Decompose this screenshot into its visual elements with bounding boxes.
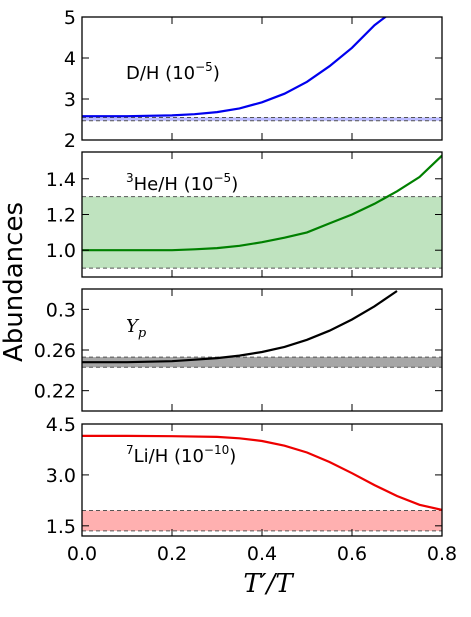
- observed-band: [82, 510, 442, 531]
- y-tick-label: 4: [64, 48, 76, 70]
- label-sup: 3: [126, 171, 134, 185]
- observed-band: [82, 196, 442, 269]
- panel-label: Yp: [126, 316, 147, 341]
- x-tick-label: 0.8: [427, 543, 457, 565]
- y-tick-label: 2: [64, 130, 76, 152]
- series-line: [82, 17, 388, 118]
- panel-3: 0.22 0.26 0.3 Yp: [34, 288, 443, 412]
- label-close: ): [229, 446, 236, 467]
- label-exp: −5: [195, 60, 213, 74]
- y-tick-label: 1.5: [46, 516, 76, 538]
- label-exp: −5: [214, 171, 232, 185]
- label-exp: −10: [204, 443, 229, 457]
- y-tick-label: 4.5: [46, 414, 76, 436]
- observed-band: [82, 117, 442, 121]
- x-tick-label: 0.2: [157, 543, 187, 565]
- y-tick-label: 0.22: [34, 381, 76, 403]
- label-close: ): [231, 174, 238, 195]
- label-sub: p: [138, 326, 147, 341]
- y-tick-label: 1.2: [46, 205, 76, 227]
- x-tick-label: 0.0: [67, 543, 97, 565]
- y-tick-label: 5: [64, 7, 76, 29]
- panel-label: 3He/H (10−5): [126, 171, 238, 195]
- label-close: ): [213, 63, 220, 84]
- observed-band: [82, 357, 442, 368]
- y-tick-label: 1.0: [46, 240, 76, 262]
- x-tick-label: 0.6: [337, 543, 367, 565]
- label-var: Y: [126, 316, 140, 337]
- label-main: He/H (10: [134, 174, 214, 195]
- panel-frame: [81, 288, 443, 412]
- series-line: [82, 290, 398, 364]
- label-sup: 7: [126, 443, 134, 457]
- y-tick-label: 0.3: [46, 299, 76, 321]
- x-axis-title: T′/T: [243, 569, 294, 599]
- label-main: Li/H (10: [134, 446, 204, 467]
- panel-2: 1.0 1.2 1.4 3He/H (10−5): [46, 151, 443, 278]
- panel-1: 2 3 4 5 D/H (10−5): [64, 7, 443, 152]
- y-tick-label: 3: [64, 89, 76, 111]
- x-tick-label: 0.4: [247, 543, 277, 565]
- y-tick-label: 0.26: [34, 340, 76, 362]
- label-main: D/H (10: [126, 63, 195, 84]
- panel-4: 1.5 3.0 4.5 0.0 0.2 0.4 0.6 0.8 7Li/H (10−10): [46, 414, 457, 565]
- panel-label: 7Li/H (10−10): [126, 443, 236, 467]
- panel-label: D/H (10−5): [126, 60, 220, 84]
- series-line: [82, 434, 442, 511]
- y-tick-label: 3.0: [46, 465, 76, 487]
- y-axis-title: Abundances: [0, 202, 29, 362]
- series-line: [82, 154, 442, 252]
- y-tick-label: 1.4: [46, 169, 76, 191]
